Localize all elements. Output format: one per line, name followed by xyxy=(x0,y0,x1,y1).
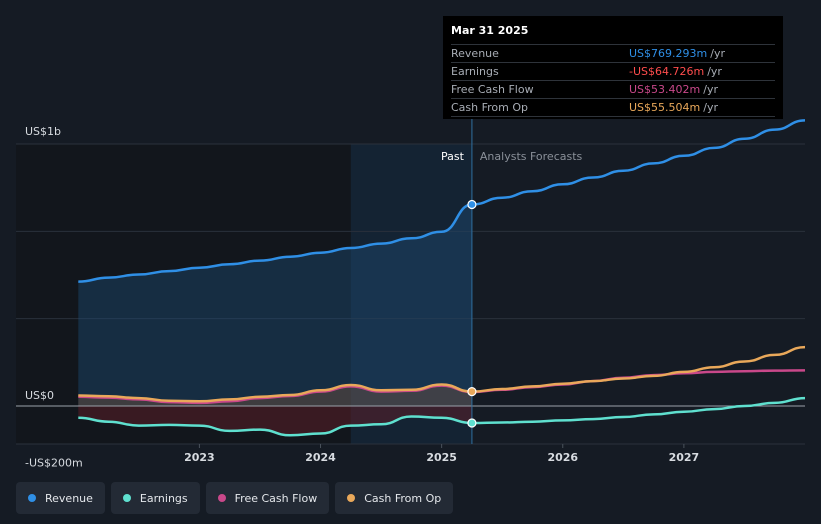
tooltip-row-revenue: Revenue US$769.293m /yr xyxy=(451,44,775,62)
tooltip-cfo-unit: /yr xyxy=(703,101,718,114)
series-line-earnings xyxy=(78,396,806,437)
marker-revenue xyxy=(467,199,477,210)
legend-earnings-dot-icon xyxy=(122,494,131,502)
tooltip-earnings-value: -US$64.726m xyxy=(629,65,705,78)
legend-cfo-dot-icon xyxy=(347,494,356,502)
tooltip-fcf-value: US$53.402m xyxy=(629,83,701,96)
legend-item-revenue[interactable]: Revenue xyxy=(16,482,105,514)
legend-earnings-label: Earnings xyxy=(139,491,188,505)
marker-cash-from-op xyxy=(467,386,477,397)
grid-lines xyxy=(16,143,805,445)
legend: Revenue Earnings Free Cash Flow Cash Fro… xyxy=(16,482,454,514)
tooltip-cfo-value: US$55.504m xyxy=(629,101,701,114)
series-line-cash-from-op xyxy=(78,345,806,403)
marker-earnings xyxy=(467,418,477,428)
series-line-revenue xyxy=(78,119,806,283)
highlight-band xyxy=(350,144,472,444)
x-label-2023: 2023 xyxy=(184,451,215,464)
series-lines xyxy=(78,119,806,437)
legend-fcf-label: Free Cash Flow xyxy=(234,491,318,505)
legend-item-cfo[interactable]: Cash From Op xyxy=(335,482,454,514)
tooltip-earnings-unit: /yr xyxy=(707,65,722,78)
tooltip: Mar 31 2025 Revenue US$769.293m /yr Earn… xyxy=(443,16,783,119)
x-label-2027: 2027 xyxy=(669,451,700,464)
tooltip-fcf-unit: /yr xyxy=(703,83,718,96)
tooltip-earnings-name: Earnings xyxy=(451,65,499,78)
tooltip-date: Mar 31 2025 xyxy=(451,24,529,37)
x-label-2025: 2025 xyxy=(426,451,457,464)
tooltip-cfo-name: Cash From Op xyxy=(451,101,529,114)
legend-revenue-dot-icon xyxy=(28,494,36,502)
x-label-2026: 2026 xyxy=(547,451,578,464)
series-markers xyxy=(467,199,477,428)
y-label-2: -US$200m xyxy=(25,456,83,469)
legend-revenue-label: Revenue xyxy=(45,491,93,505)
legend-item-fcf[interactable]: Free Cash Flow xyxy=(205,482,330,514)
y-label-1: US$0 xyxy=(25,389,54,402)
tooltip-fcf-name: Free Cash Flow xyxy=(451,83,534,96)
tooltip-revenue-unit: /yr xyxy=(710,47,725,60)
tooltip-row-earnings: Earnings -US$64.726m /yr xyxy=(451,62,775,80)
legend-fcf-dot-icon xyxy=(217,494,226,502)
y-axis-labels: US$1b US$0 -US$200m xyxy=(25,125,83,469)
earnings-area xyxy=(78,406,472,436)
tooltip-revenue-value: US$769.293m xyxy=(629,47,708,60)
tooltip-revenue-name: Revenue xyxy=(451,47,499,60)
tooltip-row-fcf: Free Cash Flow US$53.402m /yr xyxy=(451,80,775,98)
legend-cfo-label: Cash From Op xyxy=(364,491,442,505)
y-label-0: US$1b xyxy=(25,125,61,138)
x-label-2024: 2024 xyxy=(305,451,336,464)
forecast-label: Analysts Forecasts xyxy=(480,150,583,163)
legend-item-earnings[interactable]: Earnings xyxy=(110,482,200,514)
past-label: Past xyxy=(441,150,465,163)
x-axis-labels: 2023 2024 2025 2026 2027 xyxy=(184,444,699,464)
revenue-area xyxy=(78,204,472,406)
tooltip-row-cfo: Cash From Op US$55.504m /yr xyxy=(451,98,775,117)
